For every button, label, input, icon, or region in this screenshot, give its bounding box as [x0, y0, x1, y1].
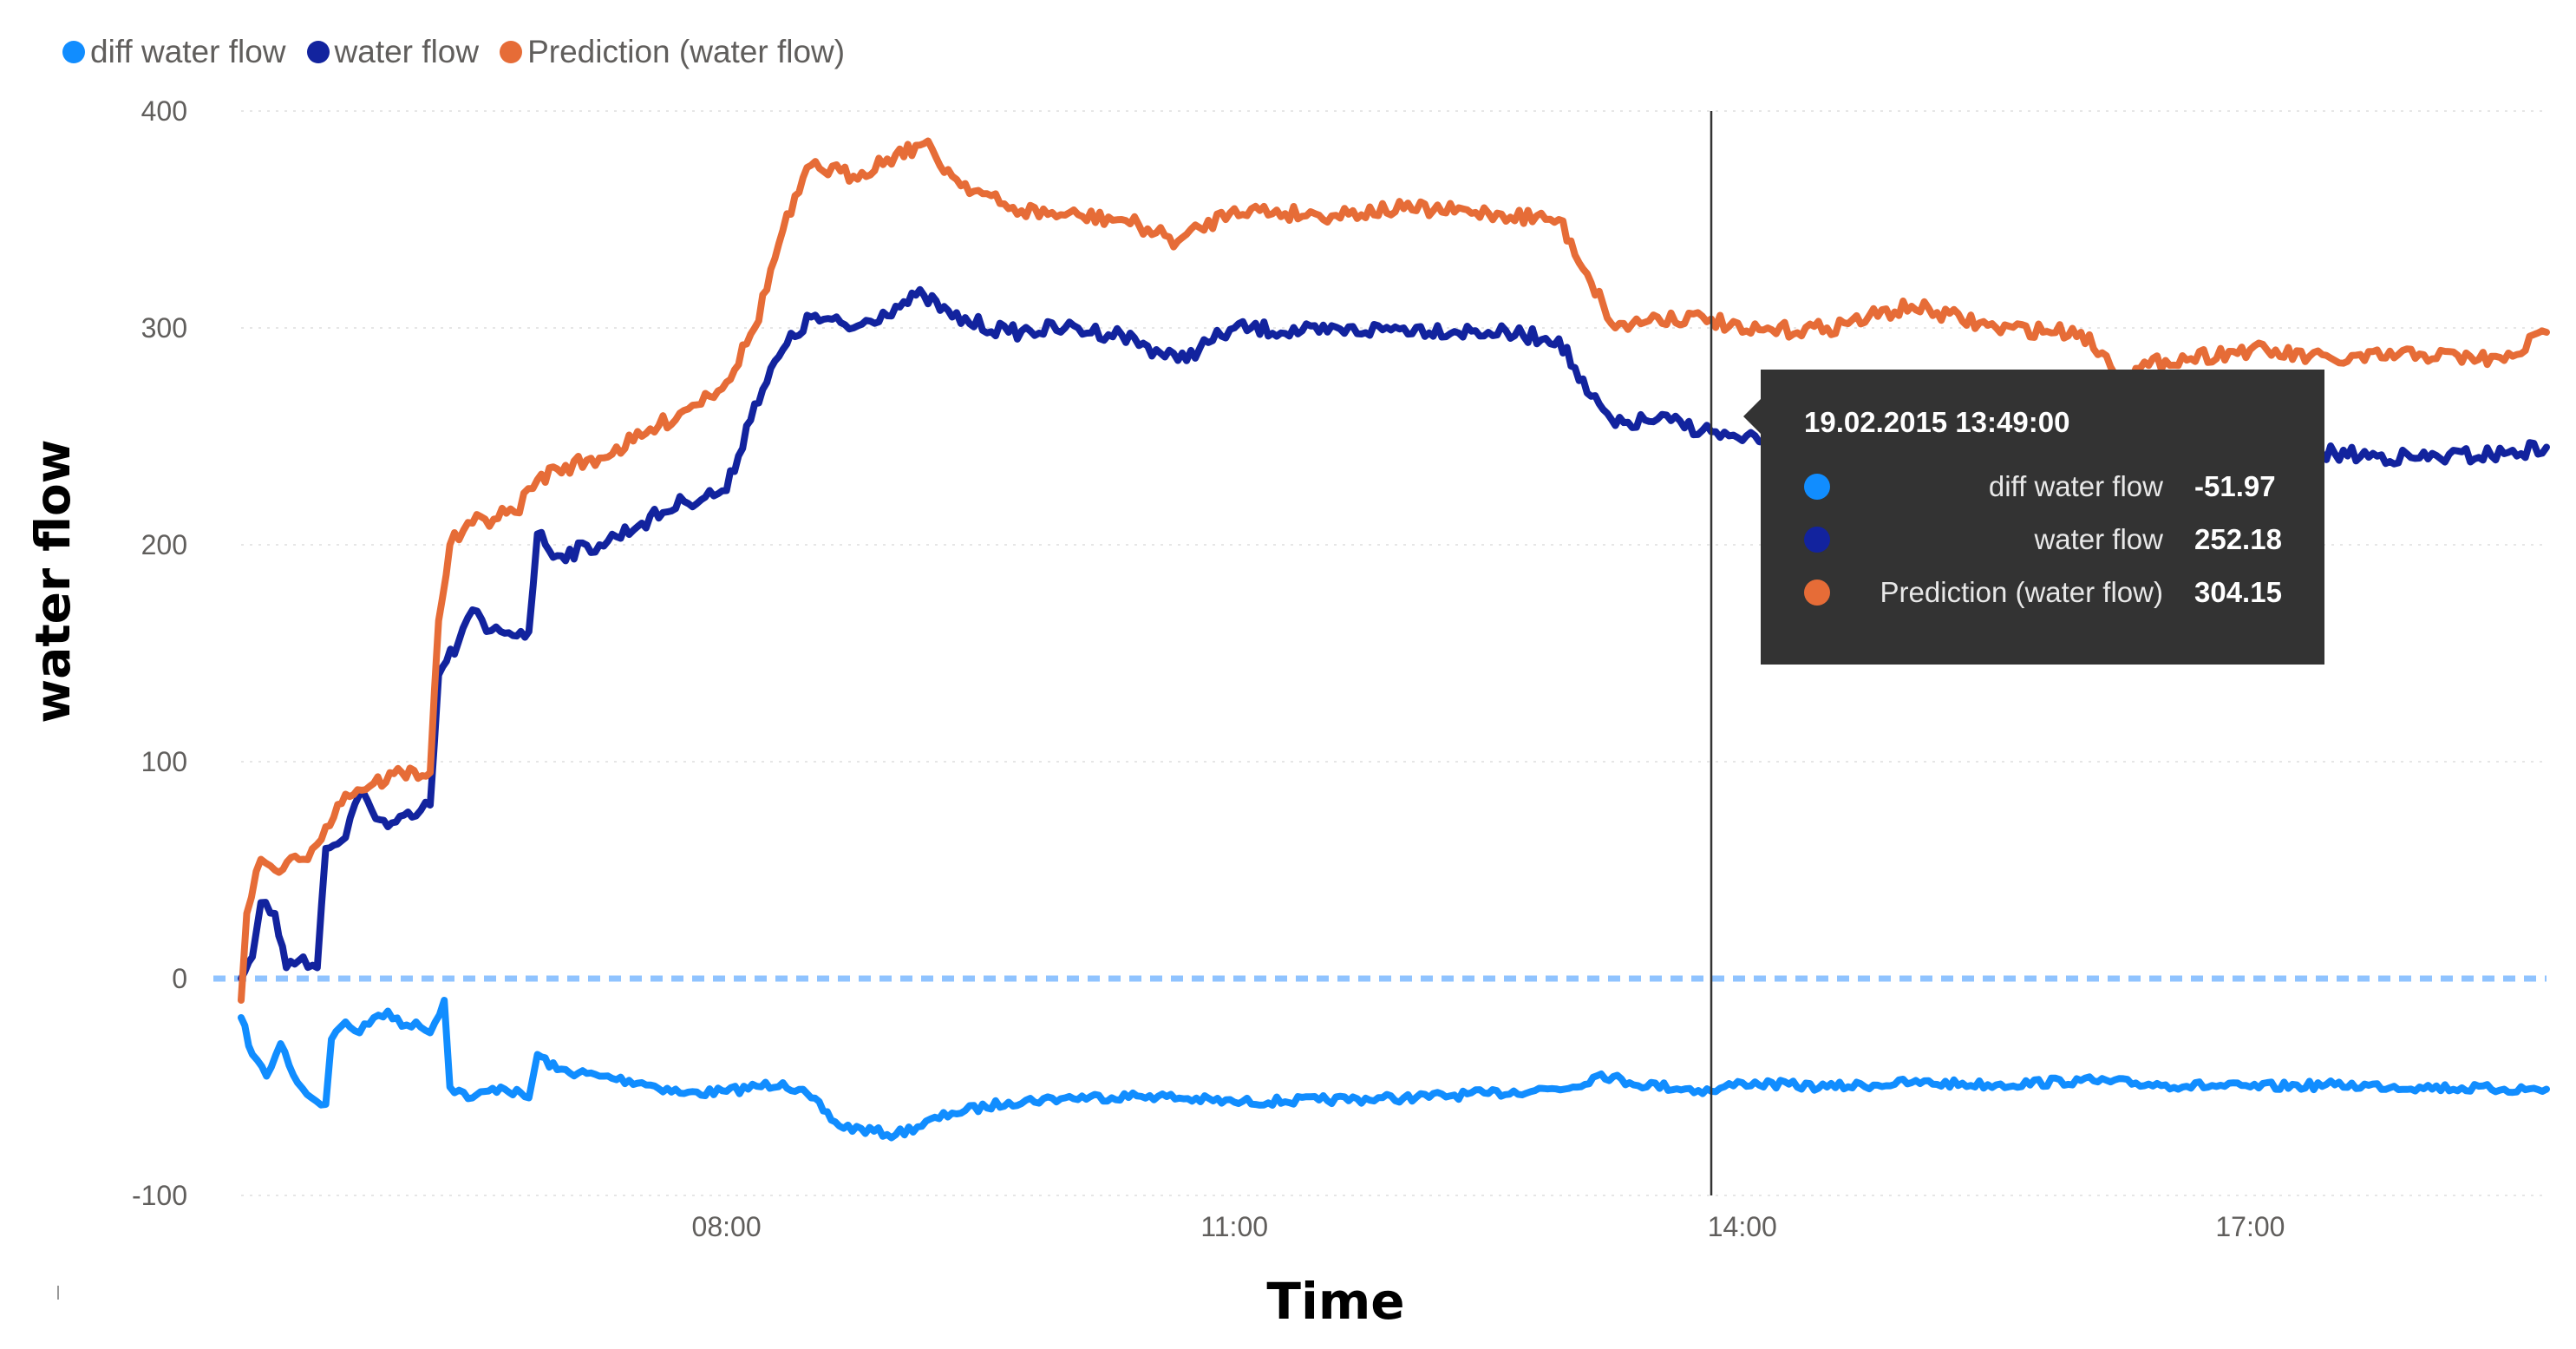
y-tick-label: 0: [172, 963, 187, 994]
x-tick-label: 14:00: [1708, 1211, 1777, 1242]
legend-label-water-flow: water flow: [334, 34, 480, 69]
tooltip: 19.02.2015 13:49:00 diff water flow -51.…: [1743, 370, 2324, 665]
y-tick-label: -100: [132, 1180, 187, 1211]
y-tick-label: 300: [141, 312, 187, 344]
tooltip-dot-prediction: [1804, 579, 1830, 606]
tooltip-row-diff-water-flow: diff water flow -51.97: [1804, 460, 2286, 513]
legend-item-prediction[interactable]: Prediction (water flow): [500, 34, 845, 70]
tooltip-value: -51.97: [2194, 469, 2276, 502]
legend-dot-water-flow: [306, 41, 330, 63]
x-axis-ticks: 08:00 11:00 14:00 17:00: [692, 1211, 2285, 1242]
tooltip-value: 252.18: [2194, 522, 2282, 555]
corner-tick-mark: [57, 1286, 59, 1300]
tooltip-label: water flow: [2034, 522, 2163, 555]
tooltip-row-water-flow: water flow 252.18: [1804, 513, 2286, 566]
legend-label-prediction: Prediction (water flow): [527, 34, 846, 69]
tooltip-label: Prediction (water flow): [1880, 575, 2163, 608]
x-tick-label: 11:00: [1200, 1211, 1268, 1242]
x-tick-label: 08:00: [692, 1211, 762, 1242]
legend-item-diff-water-flow[interactable]: diff water flow: [62, 34, 286, 70]
y-axis-ticks: 400 300 200 100 0 -100: [132, 95, 187, 1211]
gridlines: [241, 110, 2547, 1196]
y-tick-label: 100: [141, 746, 187, 777]
legend-item-water-flow[interactable]: water flow: [306, 34, 480, 70]
legend-dot-prediction: [500, 41, 523, 63]
tooltip-value: 304.15: [2194, 575, 2282, 608]
tooltip-label: diff water flow: [1988, 469, 2163, 502]
x-axis-title: Time: [1266, 1272, 1404, 1331]
series-line-diff-water-flow[interactable]: [238, 997, 2550, 1142]
tooltip-row-prediction: Prediction (water flow) 304.15: [1804, 566, 2286, 619]
legend-dot-diff-water-flow: [62, 41, 85, 63]
y-tick-label: 400: [141, 95, 187, 127]
legend: diff water flow water flow Prediction (w…: [62, 29, 845, 75]
x-tick-label: 17:00: [2215, 1211, 2285, 1242]
tooltip-dot-water-flow: [1804, 526, 1830, 553]
tooltip-dot-diff-water-flow: [1804, 473, 1830, 500]
legend-label-diff-water-flow: diff water flow: [90, 34, 286, 69]
tooltip-title: 19.02.2015 13:49:00: [1804, 406, 2070, 438]
y-axis-title: water flow: [25, 439, 81, 723]
series-line-prediction-water-flow[interactable]: [238, 137, 2550, 1004]
y-tick-label: 200: [141, 529, 187, 560]
